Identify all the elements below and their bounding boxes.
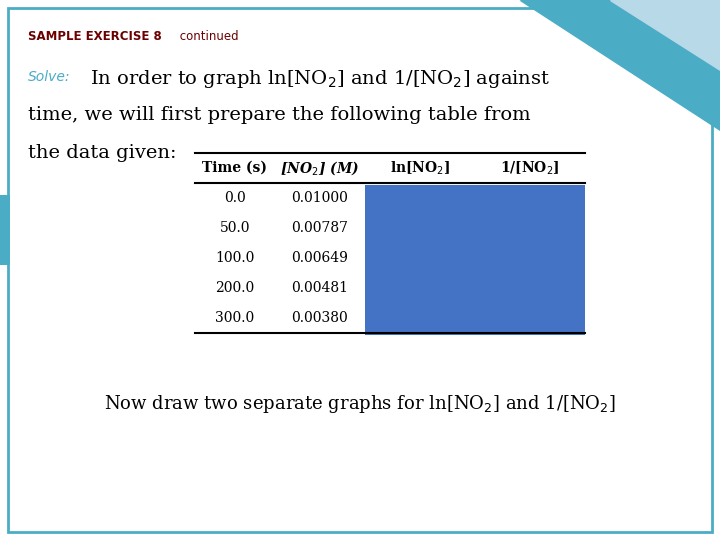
Text: time, we will first prepare the following table from: time, we will first prepare the followin… <box>28 106 531 124</box>
Polygon shape <box>520 0 720 130</box>
Text: the data given:: the data given: <box>28 144 176 162</box>
Text: 0.01000: 0.01000 <box>292 191 348 205</box>
Text: 0.0: 0.0 <box>224 191 246 205</box>
Text: 100.0: 100.0 <box>215 251 255 265</box>
Text: Solve:: Solve: <box>28 70 71 84</box>
Bar <box>365 185 585 335</box>
Text: 0.00481: 0.00481 <box>292 281 348 295</box>
Text: ln[NO$_2$]: ln[NO$_2$] <box>390 159 450 177</box>
Text: 200.0: 200.0 <box>215 281 255 295</box>
Polygon shape <box>610 0 720 70</box>
Text: SAMPLE EXERCISE 8: SAMPLE EXERCISE 8 <box>28 30 162 43</box>
Text: 0.00787: 0.00787 <box>292 221 348 235</box>
Text: Now draw two separate graphs for ln[NO$_2$] and 1/[NO$_2$]: Now draw two separate graphs for ln[NO$_… <box>104 393 616 415</box>
Text: 0.00649: 0.00649 <box>292 251 348 265</box>
Text: 50.0: 50.0 <box>220 221 251 235</box>
Bar <box>0 195 10 265</box>
Text: Time (s): Time (s) <box>202 161 268 175</box>
Text: continued: continued <box>176 30 238 43</box>
Text: [NO$_2$] (M): [NO$_2$] (M) <box>281 159 359 177</box>
Text: 300.0: 300.0 <box>215 311 255 325</box>
Text: 1/[NO$_2$]: 1/[NO$_2$] <box>500 159 559 177</box>
Text: In order to graph ln[NO$_2$] and 1/[NO$_2$] against: In order to graph ln[NO$_2$] and 1/[NO$_… <box>90 68 550 90</box>
Text: 0.00380: 0.00380 <box>292 311 348 325</box>
